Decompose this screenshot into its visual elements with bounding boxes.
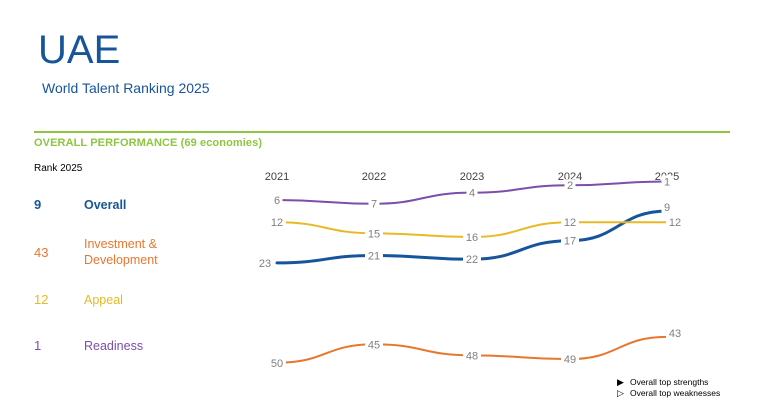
data-label-background xyxy=(365,227,383,241)
data-label-background xyxy=(268,356,286,370)
data-label: 7 xyxy=(371,199,377,211)
data-label: 49 xyxy=(564,354,576,366)
legend-item-strengths: ▶ Overall top strengths xyxy=(617,377,720,388)
year-tick-label: 2022 xyxy=(362,171,386,183)
filled-triangle-icon: ▶ xyxy=(617,377,624,387)
data-label-background xyxy=(271,194,283,207)
rank-label: Overall xyxy=(84,198,127,212)
data-label-background xyxy=(256,256,274,270)
data-label-background xyxy=(661,201,673,215)
data-label: 21 xyxy=(368,251,380,263)
section-title: OVERALL PERFORMANCE (69 economies) xyxy=(34,137,263,149)
data-label-background xyxy=(561,353,579,367)
data-label-background xyxy=(365,338,383,352)
data-label: 50 xyxy=(271,358,283,370)
rank-label: Appeal xyxy=(84,293,123,307)
rank-column-header: Rank 2025 xyxy=(34,163,83,174)
data-label-background xyxy=(666,216,684,230)
data-label: 12 xyxy=(669,217,681,229)
data-label: 4 xyxy=(469,188,475,200)
data-label: 48 xyxy=(466,350,478,362)
data-label: 45 xyxy=(368,339,380,351)
data-label: 23 xyxy=(259,258,271,270)
data-label-background xyxy=(561,234,579,248)
data-label: 15 xyxy=(368,228,380,240)
data-label-background xyxy=(463,253,481,267)
rank-label: Investment & Development xyxy=(84,237,158,267)
data-label: 17 xyxy=(564,236,576,248)
data-label-background xyxy=(463,349,481,363)
year-tick-label: 2023 xyxy=(460,171,484,183)
page-subtitle: World Talent Ranking 2025 xyxy=(42,80,210,96)
legend-label: Overall top strengths xyxy=(630,377,709,387)
section-divider xyxy=(34,131,730,133)
data-label: 6 xyxy=(274,195,280,207)
legend: ▶ Overall top strengths ▷ Overall top we… xyxy=(617,377,720,399)
data-label-background xyxy=(368,197,380,211)
data-label: 1 xyxy=(664,177,670,189)
data-label: 9 xyxy=(664,202,670,214)
data-label-background xyxy=(661,175,673,189)
data-label-background xyxy=(561,216,579,230)
data-label-background xyxy=(564,179,576,193)
data-label: 43 xyxy=(669,328,681,340)
page-title: UAE xyxy=(38,28,121,72)
data-label: 12 xyxy=(564,217,576,229)
data-label-background xyxy=(463,231,481,244)
data-label-background xyxy=(666,326,684,340)
data-label: 22 xyxy=(466,254,478,266)
legend-item-weaknesses: ▷ Overall top weaknesses xyxy=(617,388,720,399)
outline-triangle-icon: ▷ xyxy=(617,388,624,398)
data-label-background xyxy=(365,249,383,263)
data-label: 2 xyxy=(567,180,573,192)
legend-label: Overall top weaknesses xyxy=(630,388,721,398)
year-tick-label: 2024 xyxy=(558,171,582,183)
rank-label: Readiness xyxy=(84,339,144,353)
year-tick-label: 2021 xyxy=(265,171,289,183)
rank-value: 1 xyxy=(34,338,42,353)
rank-value: 43 xyxy=(34,245,49,260)
data-label: 12 xyxy=(271,217,283,229)
data-label-background xyxy=(268,216,286,230)
data-label: 16 xyxy=(466,232,478,244)
data-label-background xyxy=(466,186,478,200)
rank-value: 12 xyxy=(34,292,49,307)
rank-value: 9 xyxy=(34,197,42,212)
